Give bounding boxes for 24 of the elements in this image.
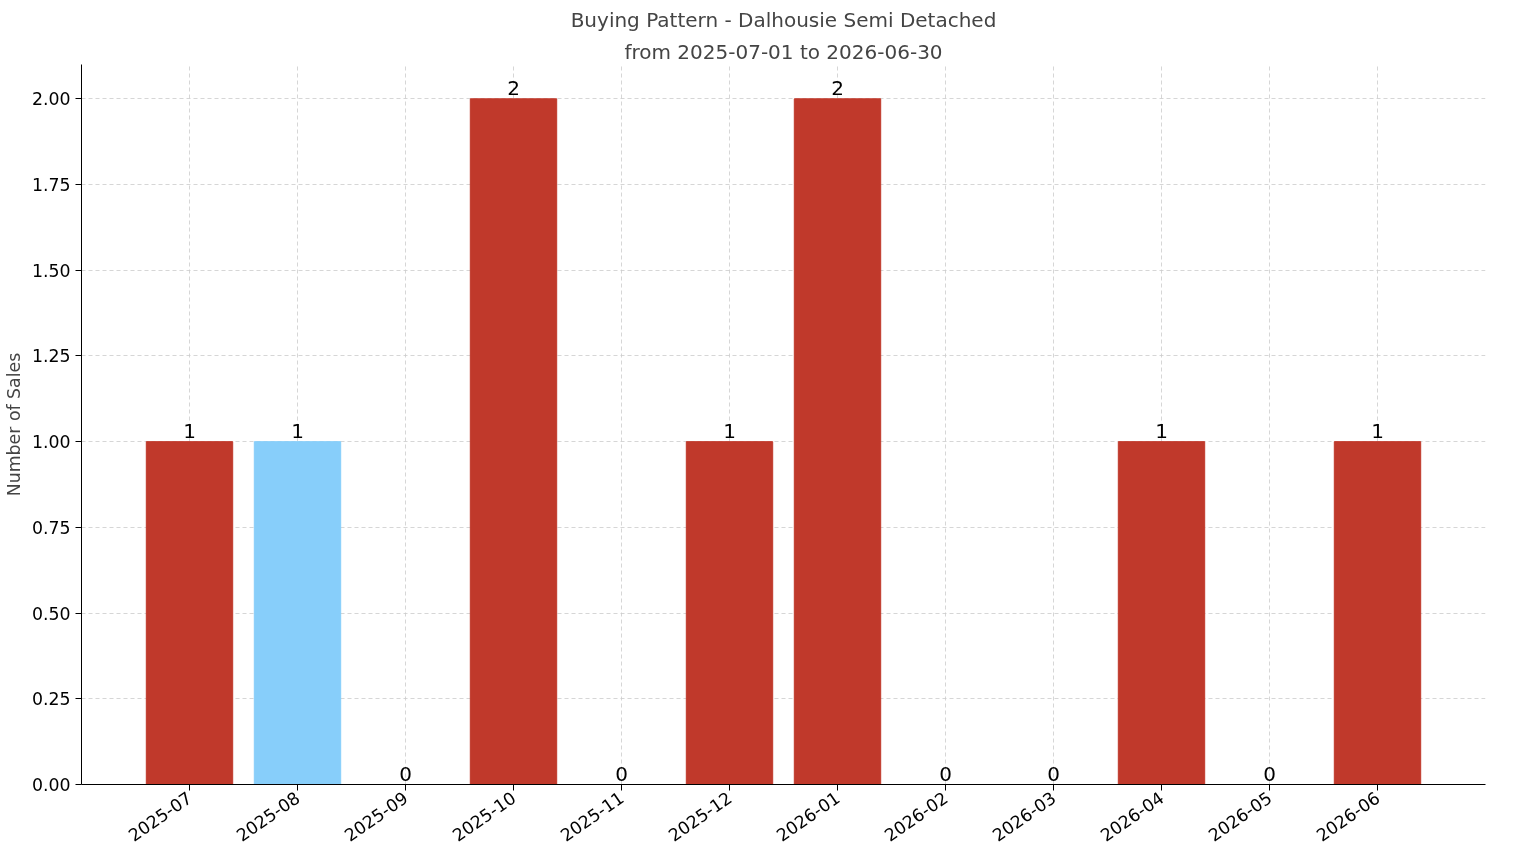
data-label: 0 [399, 761, 412, 786]
data-label: 1 [723, 418, 736, 443]
y-tick-label: 2.00 [31, 89, 71, 110]
data-label: 1 [1155, 418, 1168, 443]
y-tick-label: 1.50 [31, 260, 71, 281]
data-label: 1 [1371, 418, 1384, 443]
y-axis-title: Number of Sales [3, 352, 24, 497]
y-tick-label: 0.00 [31, 775, 71, 795]
chart-title: Buying Pattern - Dalhousie Semi Detached [570, 7, 997, 32]
data-label: 1 [183, 418, 196, 443]
data-label: 0 [1263, 761, 1276, 786]
y-tick-label: 0.75 [31, 517, 71, 538]
data-label: 0 [939, 761, 952, 786]
data-label: 2 [831, 75, 844, 100]
data-label: 0 [615, 761, 628, 786]
chart-subtitle: from 2025-07-01 to 2026-06-30 [624, 39, 943, 64]
y-tick-label: 1.25 [31, 346, 71, 367]
y-tick-label: 0.25 [31, 689, 71, 710]
data-label: 1 [291, 418, 304, 443]
data-label: 2 [507, 75, 520, 100]
y-tick-label: 0.50 [31, 603, 71, 624]
data-label: 0 [1047, 761, 1060, 786]
y-tick-label: 1.75 [31, 175, 71, 195]
y-tick-label: 1.00 [31, 432, 71, 453]
